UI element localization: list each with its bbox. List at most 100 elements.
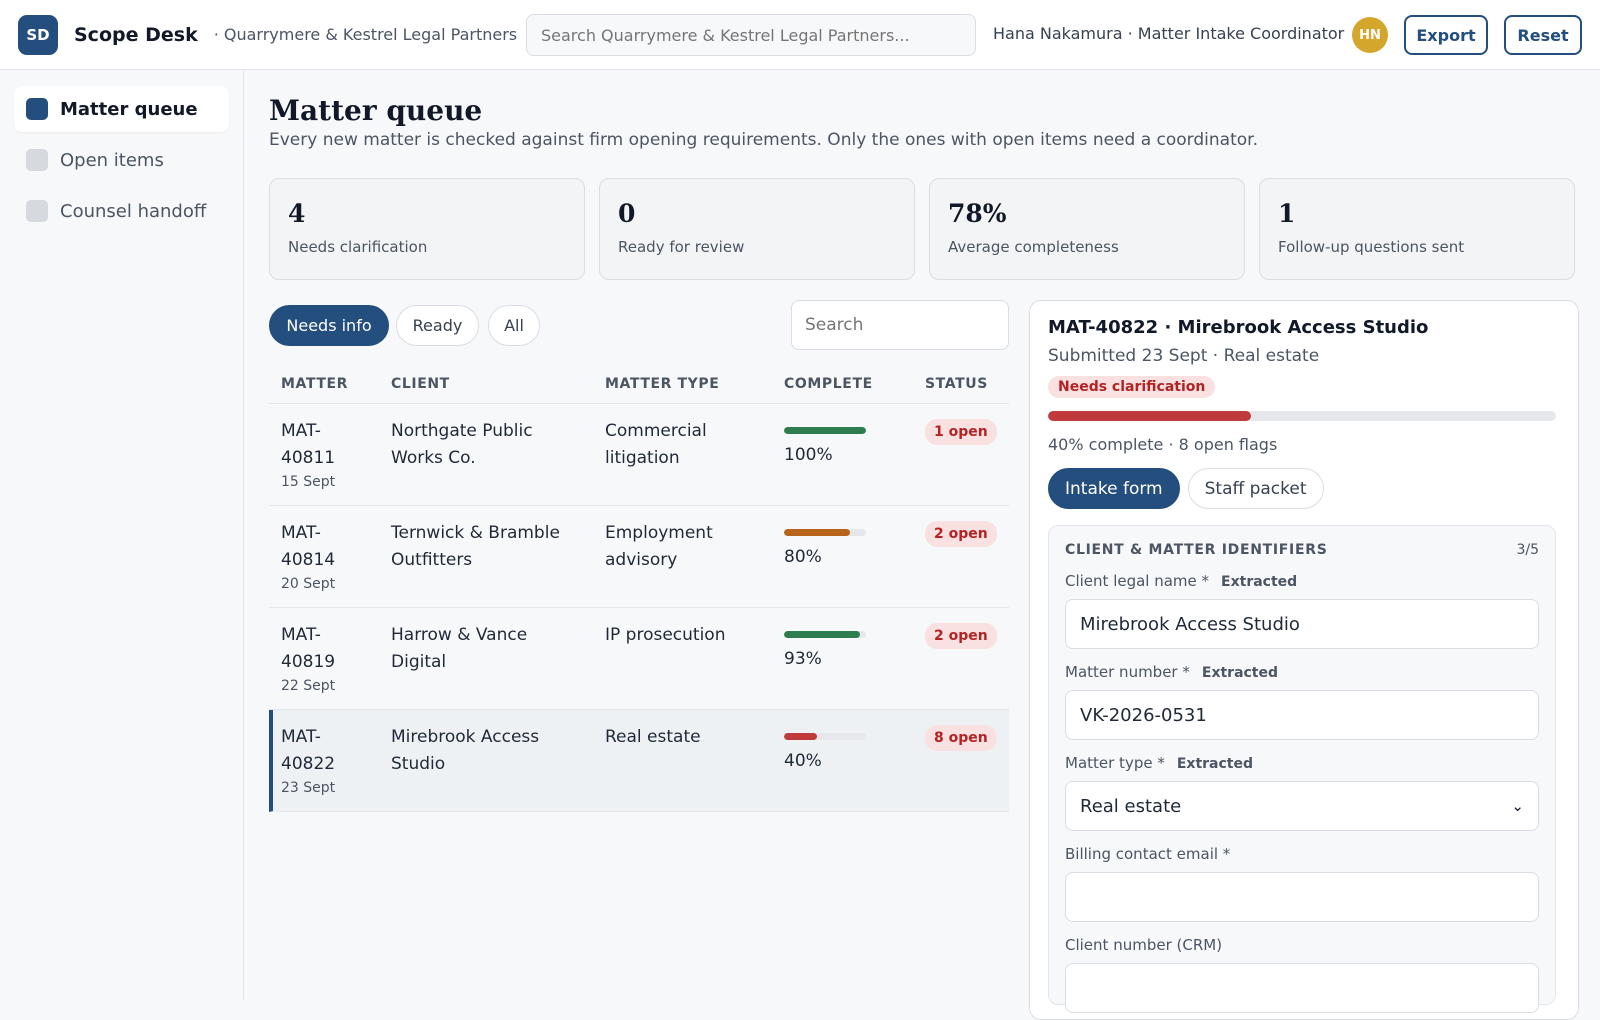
sidebar-item-label: Matter queue — [60, 98, 198, 120]
completeness-percent: 100% — [784, 445, 833, 465]
field-label-client-legal-name: Client legal name * Extracted — [1065, 572, 1539, 590]
section-title: CLIENT & MATTER IDENTIFIERS — [1065, 542, 1328, 558]
matter-detail-panel: MAT-40822 · Mirebrook Access Studio Subm… — [1029, 300, 1579, 1020]
firm-name: · Quarrymere & Kestrel Legal Partners — [213, 25, 518, 44]
status-cell: 1 open — [925, 418, 997, 445]
sidebar-item-matter-queue[interactable]: Matter queue — [14, 86, 229, 132]
field-label-client-number-crm: Client number (CRM) — [1065, 936, 1539, 954]
tab-staff-packet[interactable]: Staff packet — [1187, 468, 1324, 509]
matter-queue-icon — [26, 98, 48, 120]
client-legal-name-field[interactable]: Mirebrook Access Studio — [1065, 599, 1539, 649]
stat-label: Average completeness — [948, 238, 1119, 256]
detail-progress-meta: 40% complete · 8 open flags — [1048, 435, 1278, 454]
field-label-matter-number: Matter number * Extracted — [1065, 663, 1539, 681]
completeness-bar — [784, 631, 866, 638]
sidebar-item-counsel-handoff[interactable]: Counsel handoff — [14, 188, 229, 234]
completeness-percent: 40% — [784, 751, 822, 771]
matter-number-field[interactable]: VK-2026-0531 — [1065, 690, 1539, 740]
matter-search-input[interactable] — [791, 300, 1009, 350]
detail-status-badge: Needs clarification — [1048, 376, 1216, 398]
status-cell: 8 open — [925, 724, 997, 751]
completeness-bar-fill — [784, 427, 866, 434]
matter-type: Real estate — [605, 727, 701, 747]
client-number-crm-field[interactable] — [1065, 963, 1539, 1013]
matter-id: MAT- 40822 23 Sept — [281, 724, 381, 798]
field-label-text: Matter number * — [1065, 663, 1190, 681]
billing-contact-email-field[interactable] — [1065, 872, 1539, 922]
completeness: 93% — [784, 622, 904, 673]
client-name: Ternwick & Bramble Outfitters — [391, 523, 560, 570]
completeness-percent: 80% — [784, 547, 822, 567]
matter-id-number: 40811 — [281, 448, 336, 468]
column-header-matter[interactable]: MATTER — [281, 376, 349, 392]
tab-intake-form[interactable]: Intake form — [1048, 468, 1180, 509]
filter-chip-all[interactable]: All — [488, 305, 540, 346]
export-button[interactable]: Export — [1404, 15, 1488, 55]
filter-chip-needs-info[interactable]: Needs info — [269, 305, 389, 346]
completeness-bar-fill — [784, 631, 861, 638]
stat-card-ready-for-review: 0 Ready for review — [599, 178, 915, 280]
matter-date: 15 Sept — [281, 474, 336, 490]
table-row[interactable]: MAT- 40822 23 Sept Mirebrook Access Studio… — [269, 710, 1009, 812]
matter-id-number: 40822 — [281, 754, 336, 774]
app-name: Scope Desk — [74, 23, 198, 46]
matter-id-number: 40814 — [281, 550, 336, 570]
stat-value: 78% — [948, 199, 1007, 228]
stat-value: 0 — [618, 199, 636, 228]
completeness-bar — [784, 733, 866, 740]
matter-type-select[interactable]: Real estate ⌄ — [1065, 781, 1539, 831]
field-label-matter-type: Matter type * Extracted — [1065, 754, 1539, 772]
status-badge: 2 open — [925, 521, 997, 547]
matter-id: MAT- 40811 15 Sept — [281, 418, 381, 492]
stat-value: 4 — [288, 199, 306, 228]
sidebar-item-label: Open items — [60, 149, 164, 171]
matter-table: MATTER CLIENT MATTER TYPE COMPLETE STATU… — [269, 360, 1009, 812]
column-header-client[interactable]: CLIENT — [391, 376, 450, 392]
field-label-billing-contact-email: Billing contact email * — [1065, 845, 1539, 863]
completeness-bar — [784, 529, 866, 536]
sidebar-item-open-items[interactable]: Open items — [14, 137, 229, 183]
completeness-bar-fill — [784, 529, 850, 536]
filter-chip-ready[interactable]: Ready — [396, 305, 479, 346]
matter-type-select-value: Real estate — [1080, 795, 1182, 817]
matter-id: MAT- 40819 22 Sept — [281, 622, 381, 696]
matter-id-prefix: MAT- — [281, 421, 321, 441]
matter-date: 22 Sept — [281, 678, 336, 694]
status-badge: 2 open — [925, 623, 997, 649]
user-label: Hana Nakamura · Matter Intake Coordinato… — [993, 24, 1345, 43]
table-row[interactable]: MAT- 40811 15 Sept Northgate Public Works … — [269, 404, 1009, 506]
top-bar: SD Scope Desk · Quarrymere & Kestrel Leg… — [0, 0, 1600, 70]
stat-label: Needs clarification — [288, 238, 428, 256]
avatar[interactable]: HN — [1352, 17, 1388, 53]
column-header-complete[interactable]: COMPLETE — [784, 376, 873, 392]
stat-card-follow-up-questions: 1 Follow-up questions sent — [1259, 178, 1575, 280]
stat-card-average-completeness: 78% Average completeness — [929, 178, 1245, 280]
matter-type: Commercial litigation — [605, 421, 707, 468]
matter-date: 20 Sept — [281, 576, 336, 592]
column-header-matter-type[interactable]: MATTER TYPE — [605, 376, 720, 392]
detail-subtitle: Submitted 23 Sept · Real estate — [1048, 346, 1320, 366]
completeness: 80% — [784, 520, 904, 571]
table-row[interactable]: MAT- 40819 22 Sept Harrow & Vance Digital … — [269, 608, 1009, 710]
sidebar: Matter queue Open items Counsel handoff — [0, 70, 244, 1000]
matter-id-number: 40819 — [281, 652, 336, 672]
completeness-bar — [784, 427, 866, 434]
stat-label: Ready for review — [618, 238, 745, 256]
field-label-text: Billing contact email * — [1065, 845, 1231, 863]
status-badge: 1 open — [925, 419, 997, 445]
status-badge: 8 open — [925, 725, 997, 751]
detail-title: MAT-40822 · Mirebrook Access Studio — [1048, 317, 1429, 338]
global-search-input[interactable] — [526, 14, 976, 56]
reset-button[interactable]: Reset — [1504, 15, 1582, 55]
completeness: 40% — [784, 724, 904, 775]
page-title: Matter queue — [269, 94, 483, 127]
completeness-bar-fill — [784, 733, 817, 740]
detail-tabs: Intake form Staff packet — [1048, 468, 1560, 509]
main-content: Matter queue Every new matter is checked… — [244, 70, 1600, 1020]
table-row[interactable]: MAT- 40814 20 Sept Ternwick & Bramble Outf… — [269, 506, 1009, 608]
column-header-status[interactable]: STATUS — [925, 376, 988, 392]
matter-type: IP prosecution — [605, 625, 726, 645]
matter-date: 23 Sept — [281, 780, 336, 796]
extracted-tag: Extracted — [1221, 574, 1298, 590]
stat-label: Follow-up questions sent — [1278, 238, 1465, 256]
